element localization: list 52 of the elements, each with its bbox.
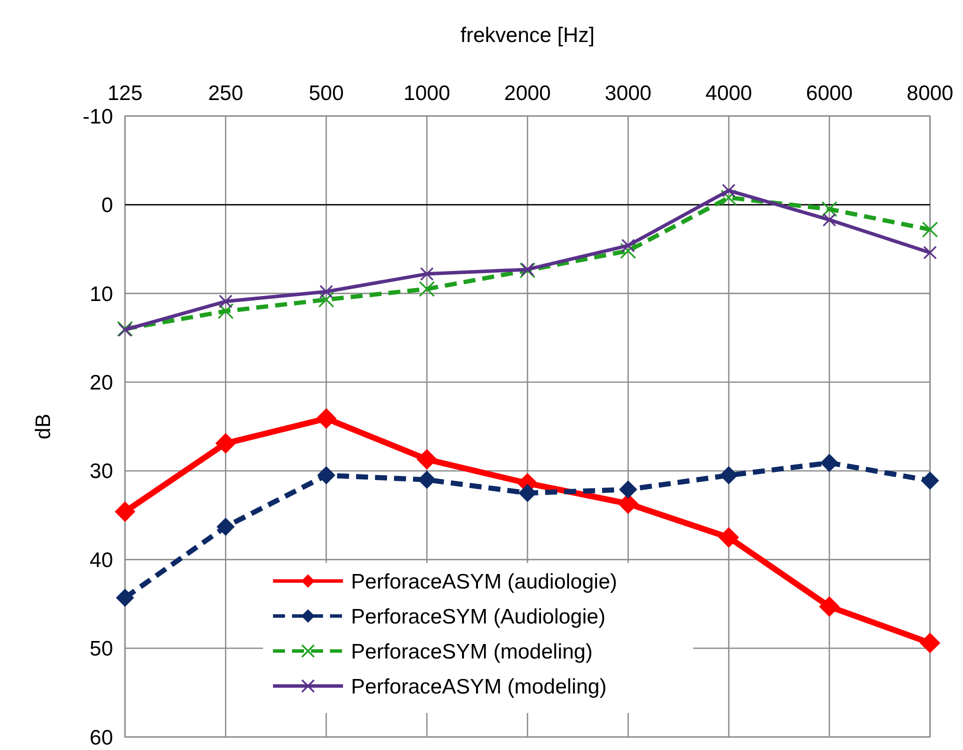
y-tick-label: 20 (90, 371, 113, 394)
legend-label: PerforaceSYM (Audiologie) (351, 605, 606, 628)
point (318, 292, 334, 308)
legend-label: PerforaceASYM (audiologie) (351, 570, 618, 594)
y-tick-label: 40 (90, 548, 113, 572)
x-tick-label: 4000 (705, 82, 752, 105)
x-tick-label: 8000 (906, 82, 954, 105)
point (920, 632, 940, 654)
point (720, 190, 737, 206)
point (819, 596, 840, 617)
point (922, 222, 938, 238)
y-tick-label: -10 (82, 105, 113, 128)
x-axis-title: frekvence [Hz] (460, 24, 595, 47)
point (116, 588, 134, 607)
point (923, 246, 937, 260)
point (822, 212, 836, 227)
point (216, 433, 236, 454)
point (114, 502, 136, 522)
x-tick-label: 125 (107, 82, 143, 105)
point (820, 454, 838, 472)
point (319, 284, 334, 298)
x-tick-label: 1000 (404, 82, 450, 105)
point (821, 201, 838, 218)
x-tick-label: 3000 (604, 82, 652, 105)
y-tick-label: 0 (101, 194, 113, 218)
point (718, 527, 739, 548)
point (518, 484, 536, 502)
y-axis-title: dB (32, 414, 55, 440)
point (317, 466, 336, 484)
y-tick-label: 60 (90, 726, 113, 750)
y-tick-label: 50 (90, 638, 113, 661)
x-tick-label: 500 (308, 82, 344, 105)
legend-label: PerforaceASYM (modeling) (351, 675, 607, 698)
y-tick-label: 10 (90, 282, 113, 306)
x-tick-label: 250 (208, 82, 244, 105)
point (921, 472, 939, 490)
point (216, 518, 235, 536)
point (218, 303, 234, 320)
x-tick-label: 2000 (504, 82, 551, 105)
point (619, 480, 638, 498)
point (418, 280, 435, 297)
point (621, 238, 635, 252)
point (420, 267, 434, 281)
point (720, 466, 738, 484)
point (620, 242, 636, 259)
point (416, 449, 437, 470)
legend-label: PerforaceSYM (modeling) (351, 640, 593, 664)
x-tick-label: 6000 (806, 82, 853, 105)
point (722, 184, 736, 198)
point (218, 294, 232, 308)
point (316, 408, 336, 429)
y-tick-label: 30 (90, 460, 113, 484)
